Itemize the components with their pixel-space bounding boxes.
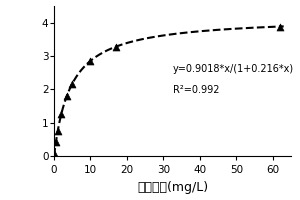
Point xyxy=(88,59,93,62)
Point xyxy=(53,141,58,144)
Point xyxy=(64,94,69,98)
X-axis label: 平衡浓度(mg/L): 平衡浓度(mg/L) xyxy=(137,181,208,194)
Point xyxy=(55,130,60,133)
Point xyxy=(70,82,75,85)
Point xyxy=(114,45,118,48)
Point xyxy=(59,112,64,116)
Point xyxy=(278,25,283,28)
Text: y=0.9018*x/(1+0.216*x): y=0.9018*x/(1+0.216*x) xyxy=(172,64,294,74)
Point xyxy=(52,151,57,155)
Text: R²=0.992: R²=0.992 xyxy=(172,85,219,95)
